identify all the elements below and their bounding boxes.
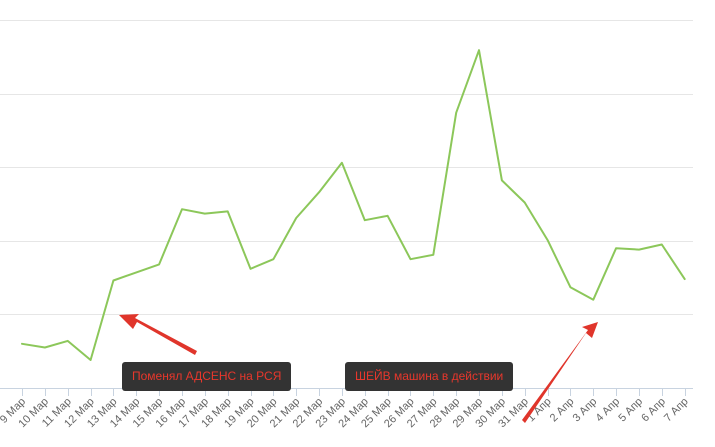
annotation-arrows <box>119 314 598 423</box>
arrow-adsense <box>119 314 197 355</box>
annotation-shave-label: ШЕЙВ машина в действии <box>345 362 514 391</box>
x-tick-label: 7 Апр <box>662 396 691 425</box>
x-tick-label: 2 Апр <box>548 396 577 425</box>
grid-lines <box>0 20 693 315</box>
x-tick-label: 3 Апр <box>571 396 600 425</box>
arrow-shave <box>522 322 598 423</box>
annotation-adsense-label: Поменял АДСЕНС на РСЯ <box>122 362 292 391</box>
x-tick-label: 4 Апр <box>594 396 623 425</box>
x-tick-label: 5 Апр <box>616 396 645 425</box>
x-tick-label: 6 Апр <box>639 396 668 425</box>
series-line <box>21 49 686 361</box>
series-line-group <box>21 49 686 361</box>
